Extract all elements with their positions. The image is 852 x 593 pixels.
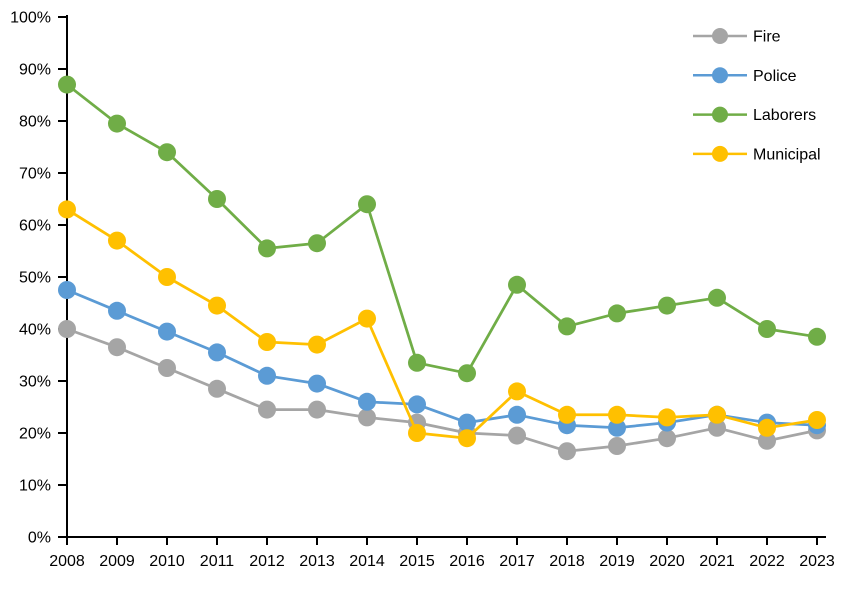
x-tick-label: 2013 — [299, 553, 335, 570]
legend-label-fire: Fire — [753, 29, 781, 46]
data-point-municipal-2010 — [158, 268, 176, 286]
data-point-municipal-2008 — [58, 200, 76, 219]
data-point-laborers-2019 — [608, 304, 626, 323]
data-point-police-2012 — [258, 366, 276, 385]
data-point-municipal-2013 — [308, 335, 326, 354]
x-tick-label: 2020 — [649, 553, 685, 570]
data-point-laborers-2017 — [508, 275, 526, 294]
y-tick-label: 20% — [19, 426, 51, 443]
data-point-municipal-2019 — [608, 405, 626, 424]
data-point-laborers-2014 — [358, 195, 376, 214]
y-tick-label: 0% — [28, 530, 51, 547]
data-point-police-2008 — [58, 281, 76, 299]
x-tick-label: 2017 — [499, 553, 535, 570]
x-tick-label: 2023 — [799, 553, 835, 570]
data-point-municipal-2018 — [558, 405, 576, 424]
data-point-municipal-2023 — [808, 411, 826, 429]
y-tick-label: 60% — [19, 218, 51, 235]
data-point-fire-2021 — [708, 418, 726, 437]
data-point-fire-2013 — [308, 400, 326, 419]
data-point-laborers-2009 — [108, 114, 126, 133]
x-tick-label: 2011 — [200, 553, 235, 570]
series-line-laborers — [65, 83, 819, 375]
data-point-municipal-2012 — [258, 333, 276, 351]
x-tick-label: 2008 — [49, 553, 85, 570]
series-line-municipal — [65, 208, 819, 440]
data-point-fire-2020 — [658, 429, 676, 448]
data-point-laborers-2020 — [658, 296, 676, 315]
data-point-fire-2017 — [508, 426, 526, 445]
data-point-police-2019 — [608, 418, 626, 437]
data-point-fire-2010 — [158, 359, 176, 377]
data-point-municipal-2014 — [358, 309, 376, 328]
y-tick-label: 40% — [19, 322, 51, 339]
data-point-fire-2011 — [208, 379, 226, 398]
data-point-police-2010 — [158, 322, 176, 341]
legend-marker-fire — [712, 28, 728, 44]
data-point-fire-2022 — [758, 431, 776, 450]
legend-label-municipal: Municipal — [753, 146, 821, 163]
data-point-fire-2018 — [558, 442, 576, 461]
data-point-police-2014 — [358, 392, 376, 411]
series-line-police — [65, 288, 819, 430]
data-point-police-2009 — [108, 301, 126, 320]
y-tick-label: 70% — [19, 166, 51, 183]
data-point-police-2011 — [208, 343, 226, 362]
data-point-municipal-2015 — [408, 424, 426, 442]
data-point-laborers-2015 — [408, 353, 426, 372]
data-point-laborers-2022 — [758, 320, 776, 338]
data-point-laborers-2021 — [708, 288, 726, 307]
legend-label-police: Police — [753, 68, 797, 85]
data-point-fire-2012 — [258, 400, 276, 419]
data-point-police-2017 — [508, 405, 526, 424]
y-tick-label: 50% — [19, 270, 51, 287]
data-point-laborers-2008 — [58, 75, 76, 94]
data-point-municipal-2020 — [658, 408, 676, 427]
data-point-fire-2009 — [108, 338, 126, 357]
x-tick-label: 2021 — [699, 553, 735, 570]
data-point-laborers-2018 — [558, 317, 576, 336]
legend-marker-police — [712, 67, 728, 84]
x-tick-label: 2010 — [149, 553, 185, 570]
x-tick-label: 2018 — [549, 553, 585, 570]
data-point-fire-2019 — [608, 437, 626, 455]
x-tick-label: 2016 — [449, 553, 485, 570]
x-tick-label: 2009 — [99, 553, 135, 570]
data-point-fire-2014 — [358, 408, 376, 427]
data-point-municipal-2021 — [708, 405, 726, 424]
data-point-laborers-2010 — [158, 143, 176, 162]
data-point-municipal-2009 — [108, 231, 126, 250]
data-point-laborers-2023 — [808, 327, 826, 346]
data-point-police-2015 — [408, 395, 426, 414]
data-point-laborers-2013 — [308, 234, 326, 253]
y-tick-label: 90% — [19, 62, 51, 79]
data-point-municipal-2011 — [208, 296, 226, 315]
data-point-laborers-2012 — [258, 239, 276, 258]
x-tick-label: 2019 — [599, 553, 635, 570]
data-point-police-2013 — [308, 374, 326, 393]
y-tick-label: 80% — [19, 114, 51, 131]
x-tick-label: 2012 — [249, 553, 285, 570]
legend-label-laborers: Laborers — [753, 107, 816, 124]
legend-marker-laborers — [712, 106, 728, 123]
data-point-police-2016 — [458, 413, 476, 432]
data-point-fire-2008 — [58, 320, 76, 338]
series-line-fire — [65, 327, 819, 453]
data-point-municipal-2017 — [508, 382, 526, 401]
data-point-laborers-2011 — [208, 190, 226, 208]
data-point-municipal-2016 — [458, 429, 476, 448]
y-tick-label: 30% — [19, 374, 51, 391]
x-tick-label: 2014 — [349, 553, 385, 570]
x-tick-label: 2022 — [749, 553, 785, 570]
x-tick-label: 2015 — [399, 553, 435, 570]
legend-marker-municipal — [712, 145, 728, 162]
y-tick-label: 10% — [19, 478, 51, 495]
data-point-municipal-2022 — [758, 418, 776, 437]
y-tick-label: 100% — [10, 10, 51, 27]
data-point-laborers-2016 — [458, 364, 476, 383]
